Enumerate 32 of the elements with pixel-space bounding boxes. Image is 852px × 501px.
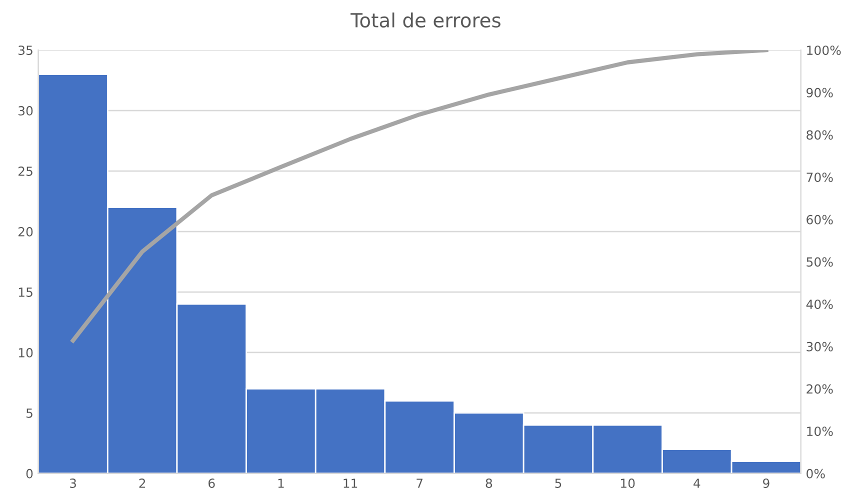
x-tick-label: 8: [486, 478, 492, 488]
y2-tick-label: 20%: [806, 384, 833, 394]
y2-tick-label: 10%: [807, 426, 833, 436]
x-tick-label: 3: [70, 478, 76, 488]
y2-tick-label: 30%: [806, 342, 833, 352]
y2-tick-label: 90%: [806, 88, 833, 98]
y-tick-label: 15: [18, 288, 32, 297]
y2-tick-label: 60%: [806, 214, 833, 224]
x-tick-label: 4: [694, 478, 700, 488]
y2-tick-label: 70%: [806, 172, 833, 182]
y-tick-label: 0: [26, 468, 33, 478]
x-tick-label: 6: [208, 478, 215, 488]
y-tick-label: 20: [18, 227, 33, 236]
y2-tick-label: 100%: [807, 46, 841, 56]
y-tick-label: 30: [18, 106, 33, 116]
x-tick-label: 7: [416, 478, 423, 488]
x-tick-label: 2: [139, 478, 146, 488]
y-tick-label: 35: [18, 46, 32, 56]
line-series: [70, 50, 768, 343]
chart-title: Total de errores: [350, 12, 500, 28]
y-tick-label: 5: [26, 408, 32, 418]
x-tick-label: 5: [555, 478, 562, 488]
x-tick-label: 1: [278, 478, 284, 488]
x-tick-label: 10: [620, 478, 635, 488]
x-tick-label: 11: [344, 478, 358, 488]
y-tick-label: 10: [18, 348, 33, 358]
y-tick-label: 25: [18, 166, 32, 176]
y2-tick-label: 50%: [806, 257, 833, 267]
x-tick-label: 9: [763, 478, 770, 488]
y2-tick-label: 0%: [806, 468, 825, 478]
y2-tick-label: 40%: [806, 300, 833, 310]
y2-tick-label: 80%: [806, 130, 833, 140]
